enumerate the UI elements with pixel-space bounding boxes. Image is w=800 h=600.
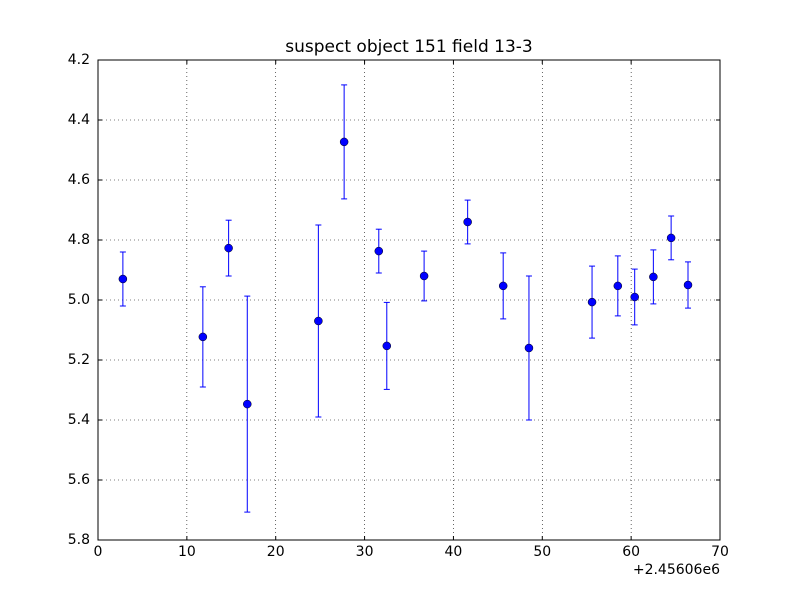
data-point <box>524 343 534 353</box>
data-point <box>649 272 658 282</box>
data-point <box>630 292 639 302</box>
data-point <box>118 274 128 284</box>
data-point <box>613 281 623 291</box>
data-point <box>382 341 392 351</box>
x-tick-label: 10 <box>178 544 196 560</box>
x-tick-label: 70 <box>711 544 729 560</box>
y-tick-label: 4.2 <box>68 52 90 68</box>
y-tick-label: 5.8 <box>68 532 90 548</box>
plot-frame <box>97 59 721 541</box>
data-point <box>198 332 208 342</box>
data-point <box>666 233 676 243</box>
data-point <box>587 297 597 307</box>
x-tick-label: 40 <box>445 544 463 560</box>
y-tick-label: 5.2 <box>68 352 90 368</box>
x-tick-label: 20 <box>267 544 285 560</box>
y-tick-label: 4.4 <box>68 112 90 128</box>
data-point <box>243 399 252 409</box>
data-point <box>314 316 323 326</box>
x-tick-label: 0 <box>94 544 103 560</box>
y-tick-label: 4.6 <box>68 172 90 188</box>
y-tick-label: 5.4 <box>68 412 90 428</box>
x-tick-label: 30 <box>356 544 374 560</box>
data-point <box>374 246 384 256</box>
data-point <box>419 271 429 281</box>
data-point <box>224 243 233 253</box>
x-offset-label: +2.45606e6 <box>633 562 720 578</box>
data-point <box>339 137 349 147</box>
chart-title: suspect object 151 field 13-3 <box>285 37 532 57</box>
x-tick-label: 50 <box>533 544 551 560</box>
data-point <box>463 217 472 227</box>
y-tick-label: 5.6 <box>68 472 90 488</box>
data-point <box>498 281 508 291</box>
y-tick-label: 5.0 <box>68 292 90 308</box>
data-point <box>683 280 693 290</box>
x-tick-label: 60 <box>622 544 640 560</box>
y-tick-label: 4.8 <box>68 232 90 248</box>
